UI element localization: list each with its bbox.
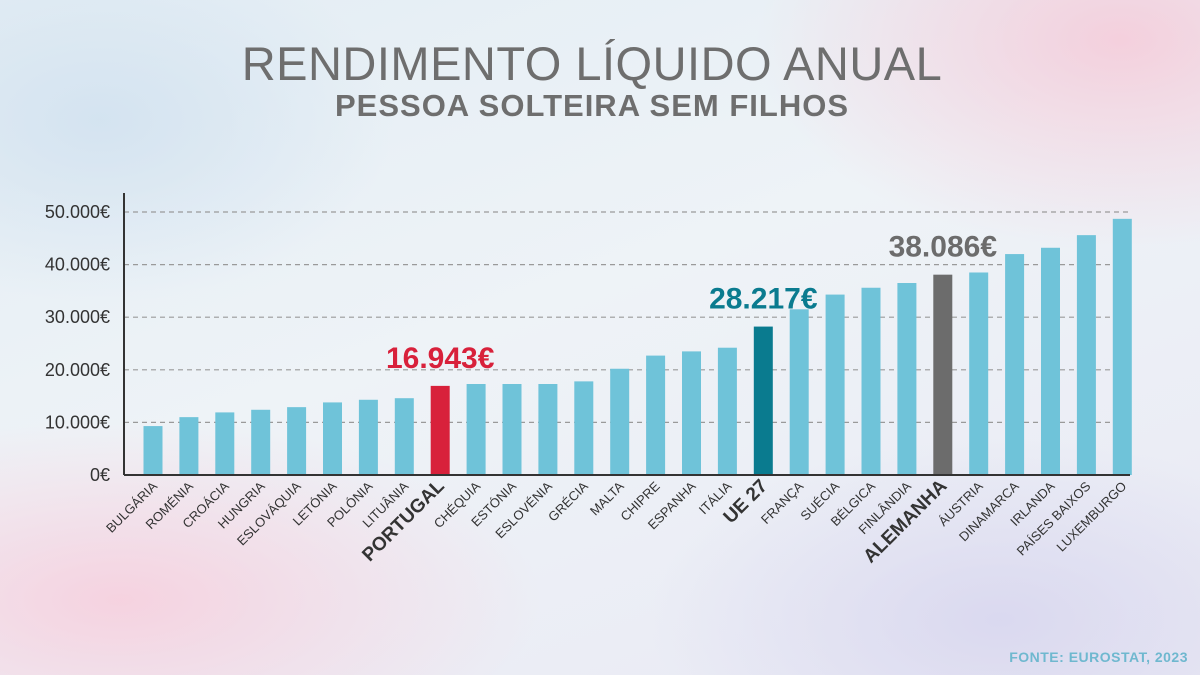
bar-hungria: [251, 409, 271, 475]
callout-portugal: 16.943€: [386, 342, 495, 375]
x-tick-label-grecia: GRÉCIA: [545, 478, 591, 524]
x-tick-labels: BULGÁRIAROMÉNIACROÁCIAHUNGRIAESLOVÁQUIAL…: [103, 475, 1129, 567]
bar-romenia: [179, 417, 199, 475]
y-tick-label: 0€: [90, 465, 110, 485]
bar-croacia: [215, 412, 235, 475]
bar-chequia: [466, 384, 486, 475]
bar-malta: [610, 368, 630, 475]
bar-estonia: [502, 384, 522, 475]
callout-alemanha: 38.086€: [889, 231, 998, 264]
bar-ue-27: [753, 326, 773, 475]
y-tick-label: 50.000€: [45, 202, 110, 222]
bar-austria: [969, 272, 989, 475]
bar-bulgaria: [143, 426, 163, 475]
y-tick-label: 20.000€: [45, 360, 110, 380]
bar-portugal: [430, 385, 450, 475]
y-tick-label: 30.000€: [45, 307, 110, 327]
bar-irlanda: [1041, 247, 1060, 475]
bar-suecia: [825, 294, 845, 475]
chart-subtitle: PESSOA SOLTEIRA SEM FILHOS: [334, 88, 849, 123]
bar-espanha: [682, 351, 701, 475]
bar-eslovenia: [538, 384, 558, 475]
bar-paises-baixos: [1076, 235, 1096, 475]
bar-belgica: [861, 287, 881, 475]
bar-polonia: [358, 399, 378, 475]
chart-title: RENDIMENTO LÍQUIDO ANUAL: [241, 37, 943, 90]
bar-finlandia: [897, 283, 917, 475]
bar-alemanha: [933, 274, 953, 475]
bar-italia: [717, 347, 737, 475]
bar-dinamarca: [1005, 254, 1025, 475]
value-callouts: 16.943€ 28.217€ 38.086€: [386, 231, 997, 375]
bar-chipre: [646, 355, 666, 475]
bar-lituania: [394, 398, 414, 475]
bar-letonia: [323, 402, 342, 475]
y-tick-labels: 0€ 10.000€ 20.000€ 30.000€ 40.000€ 50.000€: [45, 202, 110, 485]
bar-luxemburgo: [1112, 218, 1132, 475]
gridlines: [124, 211, 1130, 423]
callout-ue-27: 28.217€: [709, 283, 818, 316]
source-note: FONTE: EUROSTAT, 2023: [1009, 649, 1188, 665]
y-tick-label: 40.000€: [45, 255, 110, 275]
bar-grecia: [574, 381, 594, 475]
bar-franca: [789, 309, 809, 475]
y-tick-label: 10.000€: [45, 412, 110, 432]
bars: [143, 218, 1132, 475]
bar-eslovaquia: [287, 407, 307, 475]
